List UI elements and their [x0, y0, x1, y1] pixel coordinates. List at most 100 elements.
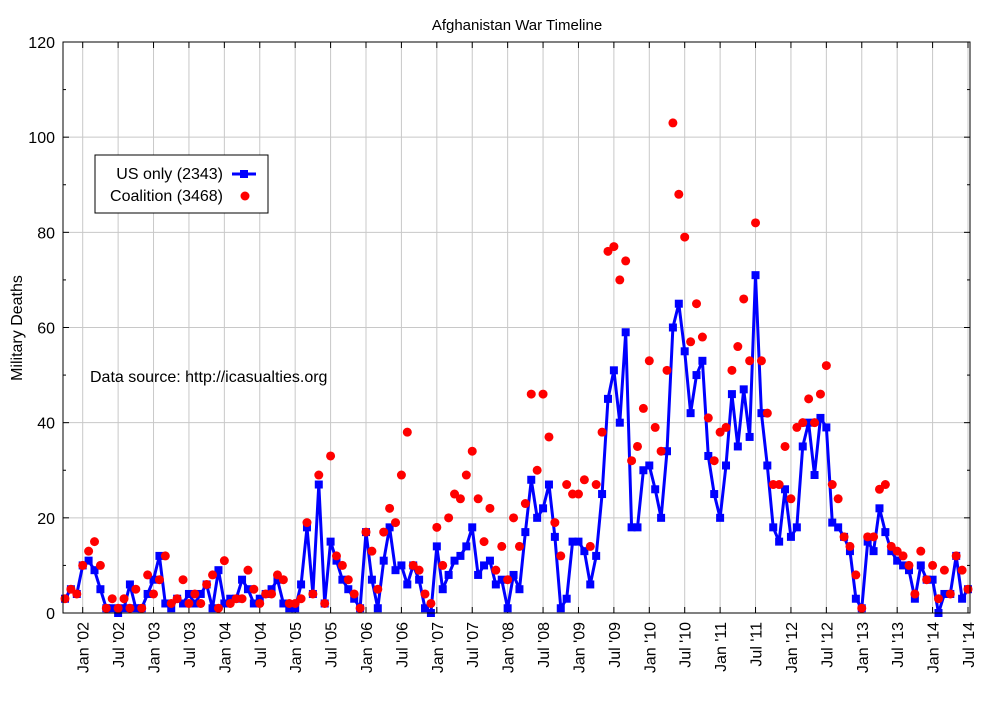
- us-data-point: [550, 532, 559, 541]
- us-data-point: [904, 566, 913, 575]
- coalition-data-point: [479, 537, 489, 547]
- coalition-data-point: [509, 513, 519, 523]
- coalition-data-point: [668, 118, 678, 128]
- us-data-point: [184, 589, 193, 598]
- us-data-point: [704, 451, 713, 460]
- us-data-point: [940, 589, 949, 598]
- coalition-data-point: [910, 589, 920, 599]
- x-tick-label: Jan '07: [430, 622, 447, 673]
- us-data-point: [131, 604, 140, 613]
- x-tick-label: Jul '05: [324, 622, 341, 668]
- grid-lines: [63, 41, 970, 614]
- us-data-point: [291, 604, 300, 613]
- y-axis-ticks: 0 20 40 60 80 100 120: [28, 35, 970, 623]
- us-data-point: [751, 271, 760, 280]
- us-data-point: [781, 485, 790, 494]
- coalition-data-point: [609, 242, 619, 252]
- coalition-data-point: [662, 365, 672, 375]
- x-tick-label: Jul '03: [182, 622, 199, 668]
- coalition-data-point: [562, 480, 572, 490]
- coalition-data-point: [597, 427, 607, 437]
- us-data-point: [456, 551, 465, 560]
- coalition-data-point: [278, 575, 288, 585]
- coalition-data-point: [928, 560, 938, 570]
- coalition-data-point: [208, 570, 218, 580]
- us-data-point: [674, 299, 683, 308]
- coalition-data-point: [143, 570, 153, 580]
- us-data-point: [302, 523, 311, 532]
- legend-swatch-coalition-marker: [240, 191, 250, 201]
- coalition-data-point: [514, 541, 524, 551]
- coalition-data-point: [697, 332, 707, 342]
- us-data-point: [899, 561, 908, 570]
- coalition-data-point: [131, 584, 141, 594]
- us-data-point: [686, 409, 695, 418]
- coalition-data-point: [544, 432, 554, 442]
- us-data-point: [869, 547, 878, 556]
- x-tick-label: Jul '06: [394, 622, 411, 668]
- us-data-point: [238, 575, 247, 584]
- coalition-data-point: [703, 413, 713, 423]
- coalition-data-point: [579, 475, 589, 485]
- coalition-data-point: [444, 513, 454, 523]
- plot-series: [60, 118, 973, 617]
- x-axis-ticks: Jan '02 Jul '02 Jan '03 Jul '03 Jan '04 Jul '…: [76, 42, 978, 673]
- coalition-data-point: [756, 356, 766, 366]
- coalition-data-point: [721, 422, 731, 432]
- us-data-point: [834, 523, 843, 532]
- coalition-data-point: [939, 565, 949, 575]
- coalition-data-point: [839, 532, 849, 542]
- coalition-data-point: [461, 470, 471, 480]
- coalition-data-point: [845, 541, 855, 551]
- us-data-point: [816, 413, 825, 422]
- coalition-data-point: [898, 551, 908, 561]
- us-data-point: [845, 547, 854, 556]
- coalition-data-point: [497, 541, 507, 551]
- coalition-data-point: [237, 594, 247, 604]
- us-data-point: [851, 594, 860, 603]
- us-data-point: [603, 394, 612, 403]
- coalition-data-point: [473, 494, 483, 504]
- coalition-data-point: [249, 584, 259, 594]
- coalition-data-point: [798, 418, 808, 428]
- coalition-data-point: [107, 594, 117, 604]
- us-data-point: [421, 604, 430, 613]
- us-data-point: [810, 471, 819, 480]
- us-data-point: [958, 594, 967, 603]
- y-tick-label: 60: [37, 321, 55, 338]
- coalition-data-point: [467, 446, 477, 456]
- coalition-data-point: [432, 522, 442, 532]
- coalition-data-point: [137, 603, 147, 613]
- coalition-data-point: [196, 598, 206, 608]
- x-tick-label: Jul '14: [961, 622, 978, 668]
- data-source-annotation: Data source: http://icasualties.org: [90, 369, 327, 386]
- legend-box: [94, 154, 269, 214]
- y-tick-label: 120: [28, 35, 55, 52]
- coalition-data-point: [72, 589, 82, 599]
- us-data-point: [875, 504, 884, 513]
- x-tick-label: Jan '05: [288, 622, 305, 673]
- x-tick-label: Jul '02: [111, 622, 128, 668]
- us-data-point: [125, 580, 134, 589]
- us-data-point: [733, 442, 742, 451]
- us-data-point: [609, 366, 618, 375]
- us-data-point: [332, 556, 341, 565]
- coalition-data-point: [827, 480, 837, 490]
- coalition-data-point: [373, 584, 383, 594]
- us-data-point: [722, 461, 731, 470]
- us-data-point: [438, 585, 447, 594]
- us-data-point: [503, 604, 512, 613]
- us-data-point: [680, 347, 689, 356]
- coalition-data-point: [727, 365, 737, 375]
- x-tick-label: Jan '10: [642, 622, 659, 673]
- us-data-point: [373, 604, 382, 613]
- us-data-point: [887, 547, 896, 556]
- us-data-point: [621, 328, 630, 337]
- coalition-data-point: [326, 451, 336, 461]
- coalition-data-point: [255, 598, 265, 608]
- us-data-point: [220, 599, 229, 608]
- coalition-data-point: [733, 342, 743, 352]
- coalition-data-point: [184, 598, 194, 608]
- us-data-point: [450, 556, 459, 565]
